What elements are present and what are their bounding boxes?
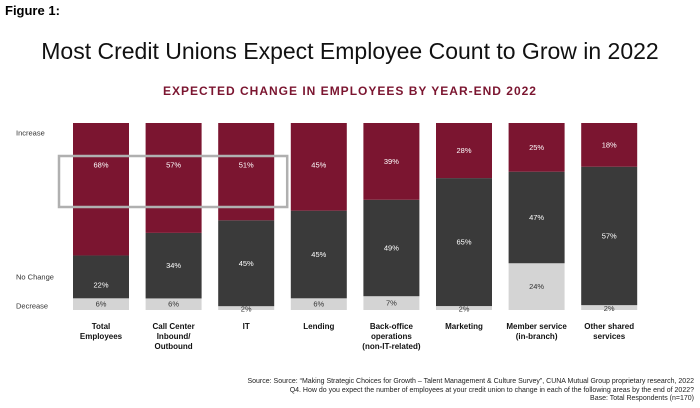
bar-increase-6 [508,123,565,172]
figure-label: Figure 1: [5,3,60,18]
bar-increase-0 [73,123,129,256]
data-label-decrease-0: 6% [96,300,107,309]
data-label-decrease-2: 2% [241,305,252,314]
data-label-decrease-1: 6% [168,300,179,309]
data-label-increase-4: 39% [384,157,399,166]
source-line-1: Source: Source: “Making Strategic Choice… [247,378,694,385]
data-label-no-change-4: 49% [384,243,399,252]
bar-no-change-0 [73,255,129,299]
bar-decrease-5 [436,306,492,310]
data-label-decrease-4: 7% [386,299,397,308]
bar-decrease-4 [363,296,420,310]
category-label-0: Total Employees [80,322,123,341]
source-line-3: Base: Total Respondents (n=170) [590,395,694,402]
bar-no-change-7 [581,166,638,306]
bar-decrease-7 [581,305,638,310]
data-label-increase-5: 28% [456,146,471,155]
category-label-4: Back-office operations (non-IT-related) [362,322,421,351]
chart-subtitle: EXPECTED CHANGE IN EMPLOYEES BY YEAR-END… [163,84,537,98]
bar-no-change-6 [508,171,565,264]
data-label-no-change-2: 45% [239,259,254,268]
highlight-box [57,154,289,209]
data-label-decrease-6: 24% [529,282,544,291]
bar-decrease-0 [73,298,129,310]
category-label-5: Marketing [445,322,483,331]
bar-increase-3 [290,123,347,211]
data-label-increase-6: 25% [529,143,544,152]
bar-no-change-3 [290,210,347,299]
bar-increase-5 [436,123,492,179]
bar-no-change-1 [145,232,202,299]
data-label-no-change-1: 34% [166,261,181,270]
category-label-7: Other shared services [584,322,634,341]
bar-decrease-2 [218,306,275,310]
chart-title: Most Credit Unions Expect Employee Count… [41,38,659,64]
data-label-no-change-0: 22% [93,280,108,289]
bar-no-change-2 [218,220,275,307]
data-label-increase-7: 18% [602,140,617,149]
bar-no-change-4 [363,199,420,297]
category-label-6: Member service (in-branch) [506,322,567,341]
y-axis-label-decrease: Decrease [16,302,48,311]
data-label-increase-0: 68% [93,161,108,170]
data-label-decrease-5: 2% [459,305,470,314]
bar-decrease-3 [290,298,347,310]
y-axis-label-increase: Increase [16,129,45,138]
data-label-increase-3: 45% [311,161,326,170]
source-line-2: Q4. How do you expect the number of empl… [289,386,694,394]
source-note: Source: Source: “Making Strategic Choice… [247,378,694,404]
data-label-no-change-3: 45% [311,250,326,259]
bar-decrease-6 [508,263,565,310]
y-axis-label-no-change: No Change [16,272,54,281]
data-label-no-change-7: 57% [602,231,617,240]
data-label-decrease-3: 6% [313,300,324,309]
data-label-no-change-6: 47% [529,213,544,222]
category-label-3: Lending [303,322,334,331]
bar-increase-4 [363,123,420,200]
data-label-decrease-7: 2% [604,304,615,313]
bar-increase-1 [145,123,202,233]
bar-decrease-1 [145,298,202,310]
data-label-no-change-5: 65% [456,238,471,247]
data-label-increase-2: 51% [239,161,254,170]
bar-increase-2 [218,123,275,221]
category-label-1: Call Center Inbound/Outbound [152,322,194,351]
data-label-increase-1: 57% [166,161,181,170]
category-label-2: IT [243,322,250,331]
bar-no-change-5 [436,178,492,307]
bar-increase-7 [581,123,638,167]
